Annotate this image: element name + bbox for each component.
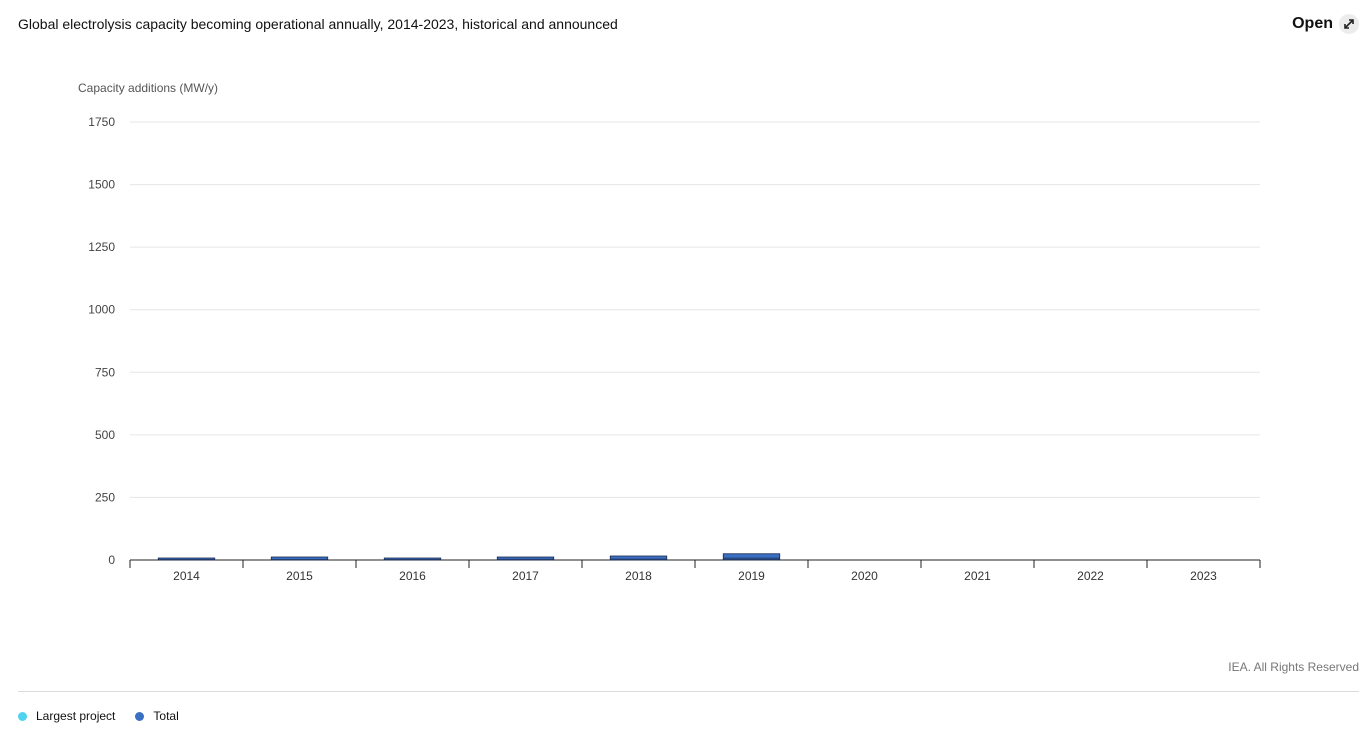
x-tick-label: 2020	[851, 569, 878, 583]
legend-divider	[18, 691, 1359, 692]
y-tick-label: 250	[95, 490, 115, 504]
x-tick-label: 2016	[399, 569, 426, 583]
legend-dot-total	[135, 711, 145, 721]
legend-item-largest-project[interactable]: Largest project	[18, 709, 115, 723]
y-axis-label: Capacity additions (MW/y)	[78, 81, 218, 95]
bar-largest-project	[610, 558, 667, 560]
y-tick-label: 500	[95, 428, 115, 442]
chart-title: Global electrolysis capacity becoming op…	[18, 16, 618, 32]
expand-arrows-icon	[1339, 14, 1359, 34]
x-tick-label: 2018	[625, 569, 652, 583]
y-tick-label: 0	[108, 553, 115, 567]
x-tick-label: 2017	[512, 569, 539, 583]
x-tick-label: 2014	[173, 569, 200, 583]
y-tick-label: 1000	[88, 303, 115, 317]
bar-largest-project	[384, 559, 441, 560]
copyright-credit: IEA. All Rights Reserved	[1228, 660, 1359, 674]
bar-largest-project	[271, 558, 328, 560]
legend-dot-largest-project	[18, 711, 27, 721]
bar-largest-project	[158, 559, 215, 560]
x-tick-label: 2019	[738, 569, 765, 583]
y-tick-label: 750	[95, 365, 115, 379]
x-tick-label: 2015	[286, 569, 313, 583]
x-tick-label: 2023	[1190, 569, 1217, 583]
bar-largest-project	[497, 558, 554, 560]
chart-legend: Largest project Total	[18, 709, 179, 723]
chart-area: Capacity additions (MW/y) 0 250 500 750 1000 1…	[78, 81, 1261, 583]
y-tick-label: 1750	[88, 115, 115, 129]
legend-label-largest-project: Largest project	[36, 709, 116, 723]
x-tick-label: 2021	[964, 569, 991, 583]
y-tick-label: 1250	[88, 240, 115, 254]
y-tick-label: 1500	[88, 178, 115, 192]
legend-label-total: Total	[153, 709, 179, 723]
open-button[interactable]: Open	[1292, 14, 1359, 34]
open-button-label: Open	[1292, 15, 1333, 32]
legend-item-total[interactable]: Total	[135, 709, 179, 723]
bar-largest-project	[723, 557, 780, 560]
x-tick-label: 2022	[1077, 569, 1104, 583]
